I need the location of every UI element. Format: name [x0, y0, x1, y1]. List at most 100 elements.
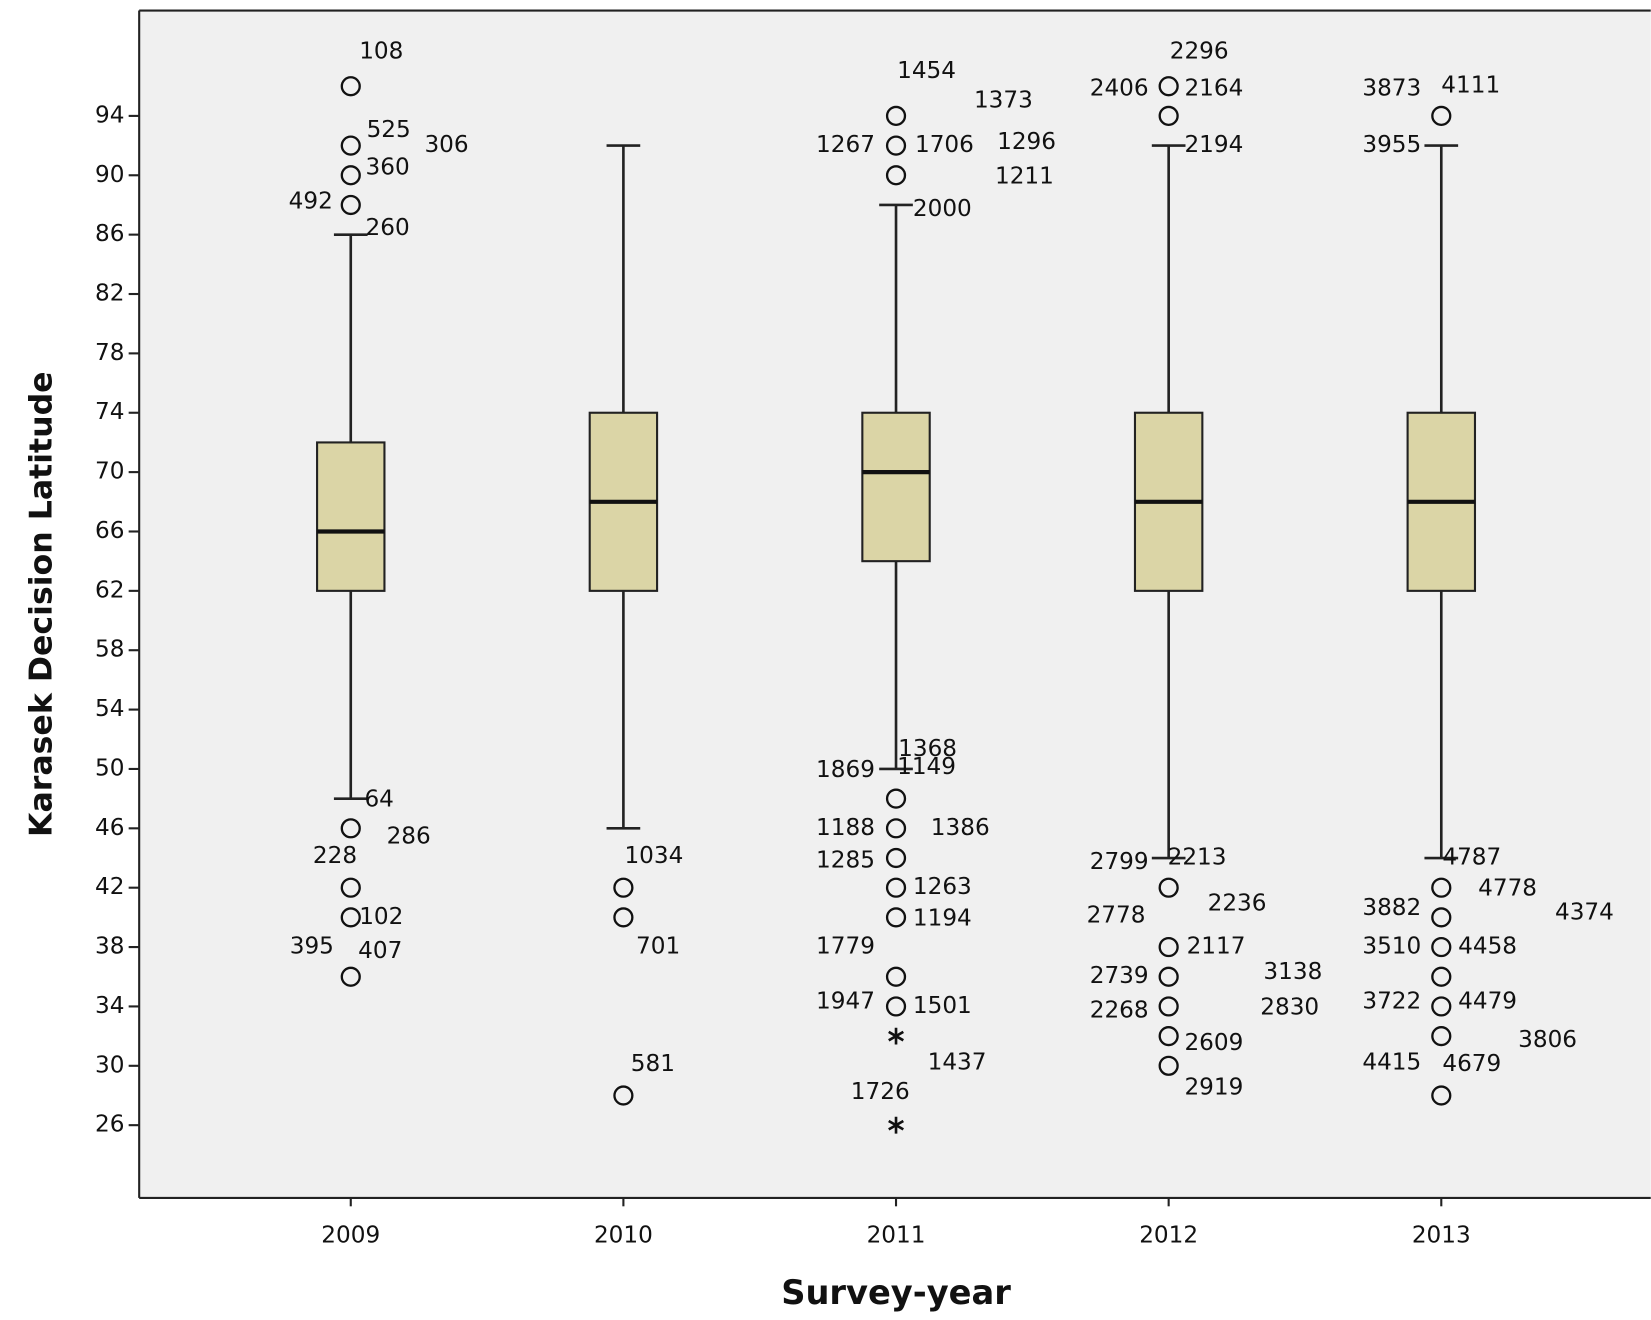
outlier-point	[1431, 877, 1452, 898]
box	[316, 441, 386, 592]
outlier-label: 3138	[1263, 959, 1322, 985]
outlier-label: 1373	[974, 88, 1033, 114]
outlier-point	[1158, 966, 1179, 987]
outlier-label: 1211	[995, 163, 1054, 189]
outlier-label: 2609	[1184, 1030, 1243, 1056]
outlier-label: 2778	[1087, 902, 1146, 928]
outlier-point	[1431, 996, 1452, 1017]
outlier-label: 407	[358, 938, 402, 964]
x-tick-label: 2012	[1139, 1222, 1198, 1248]
outlier-point	[1158, 996, 1179, 1017]
y-tick-label: 30	[95, 1052, 124, 1078]
y-tick-label: 62	[95, 577, 124, 603]
y-tick-label: 90	[95, 162, 124, 188]
outlier-label: 1194	[913, 905, 972, 931]
y-tick-label: 50	[95, 755, 124, 781]
outlier-point	[340, 194, 361, 216]
outlier-label: 1263	[913, 874, 972, 900]
x-tick-label: 2013	[1412, 1222, 1471, 1248]
outlier-point	[1158, 105, 1179, 127]
y-axis-title: Karasek Decision Latitude	[23, 371, 59, 837]
outlier-label: 102	[359, 904, 403, 930]
outlier-point	[885, 966, 907, 987]
outlier-label: 108	[359, 39, 403, 65]
outlier-point	[885, 877, 907, 898]
extreme-point	[888, 1027, 904, 1045]
y-tick-label: 54	[95, 696, 124, 722]
x-tick-label: 2009	[321, 1222, 380, 1248]
outlier-label: 1368	[898, 736, 957, 762]
outlier-point	[340, 966, 361, 987]
outlier-label: 3882	[1362, 895, 1421, 921]
outlier-point	[1431, 1085, 1452, 1106]
outlier-label: 3722	[1362, 988, 1421, 1014]
outlier-point	[340, 907, 361, 928]
outlier-point	[1158, 936, 1179, 958]
x-tick-label: 2010	[594, 1222, 653, 1248]
outlier-point	[613, 877, 634, 898]
y-tick-label: 42	[95, 874, 124, 900]
y-tick-label: 78	[95, 340, 124, 366]
y-tick-label: 46	[95, 815, 124, 841]
outlier-point	[340, 877, 361, 898]
outlier-label: 2194	[1184, 132, 1243, 158]
outlier-label: 3873	[1362, 76, 1421, 102]
outlier-label: 4479	[1458, 988, 1517, 1014]
outlier-label: 360	[366, 154, 410, 180]
outlier-label: 2164	[1184, 76, 1243, 102]
y-tick-label: 70	[95, 459, 124, 485]
outlier-label: 64	[364, 787, 393, 813]
outlier-label: 701	[636, 934, 680, 960]
outlier-point	[1431, 105, 1452, 127]
outlier-point	[885, 105, 907, 127]
x-axis-title: Survey-year	[781, 1273, 1011, 1312]
outlier-label: 1779	[816, 934, 875, 960]
y-tick-label: 94	[95, 102, 124, 128]
outlier-label: 1296	[997, 129, 1056, 155]
outlier-label: 4415	[1362, 1049, 1421, 1075]
outlier-point	[885, 135, 907, 156]
outlier-label: 525	[367, 117, 411, 143]
y-tick-label: 82	[95, 281, 124, 307]
outlier-label: 1726	[851, 1079, 910, 1105]
y-tick-label: 34	[95, 993, 124, 1019]
outlier-point	[885, 788, 907, 809]
outlier-point	[885, 818, 907, 839]
outlier-label: 306	[424, 132, 468, 158]
outlier-label: 2799	[1090, 849, 1149, 875]
outlier-point	[613, 907, 634, 928]
outlier-point	[1158, 1055, 1179, 1076]
outlier-label: 1501	[913, 993, 972, 1019]
y-tick-label: 26	[95, 1112, 124, 1138]
outlier-point	[1158, 1026, 1179, 1047]
outlier-point	[1158, 877, 1179, 898]
outlier-label: 1034	[624, 843, 683, 869]
outlier-label: 1869	[816, 757, 875, 783]
y-tick-label: 86	[95, 221, 124, 247]
outlier-label: 2830	[1260, 994, 1319, 1020]
outlier-label: 1285	[816, 847, 875, 873]
y-tick-label: 58	[95, 637, 124, 663]
outlier-point	[1431, 907, 1452, 928]
outlier-label: 2000	[913, 196, 972, 222]
outlier-label: 260	[366, 215, 410, 241]
outlier-point	[340, 818, 361, 839]
outlier-label: 3955	[1362, 132, 1421, 158]
outlier-label: 3510	[1362, 934, 1421, 960]
outlier-label: 2117	[1187, 934, 1246, 960]
outlier-label: 3806	[1518, 1027, 1577, 1053]
outlier-label: 2406	[1090, 76, 1149, 102]
outlier-label: 2236	[1208, 891, 1267, 917]
outlier-label: 1437	[928, 1049, 987, 1075]
outlier-label: 1188	[816, 815, 875, 841]
outlier-label: 4787	[1442, 845, 1501, 871]
outlier-label: 4374	[1555, 899, 1614, 925]
outlier-point	[340, 165, 361, 186]
outlier-point	[885, 165, 907, 186]
outlier-label: 4458	[1458, 934, 1517, 960]
outlier-label: 1454	[897, 58, 956, 84]
extreme-point	[888, 1116, 904, 1134]
outlier-point	[885, 847, 907, 869]
y-tick-label: 74	[95, 399, 124, 425]
box	[861, 411, 931, 563]
